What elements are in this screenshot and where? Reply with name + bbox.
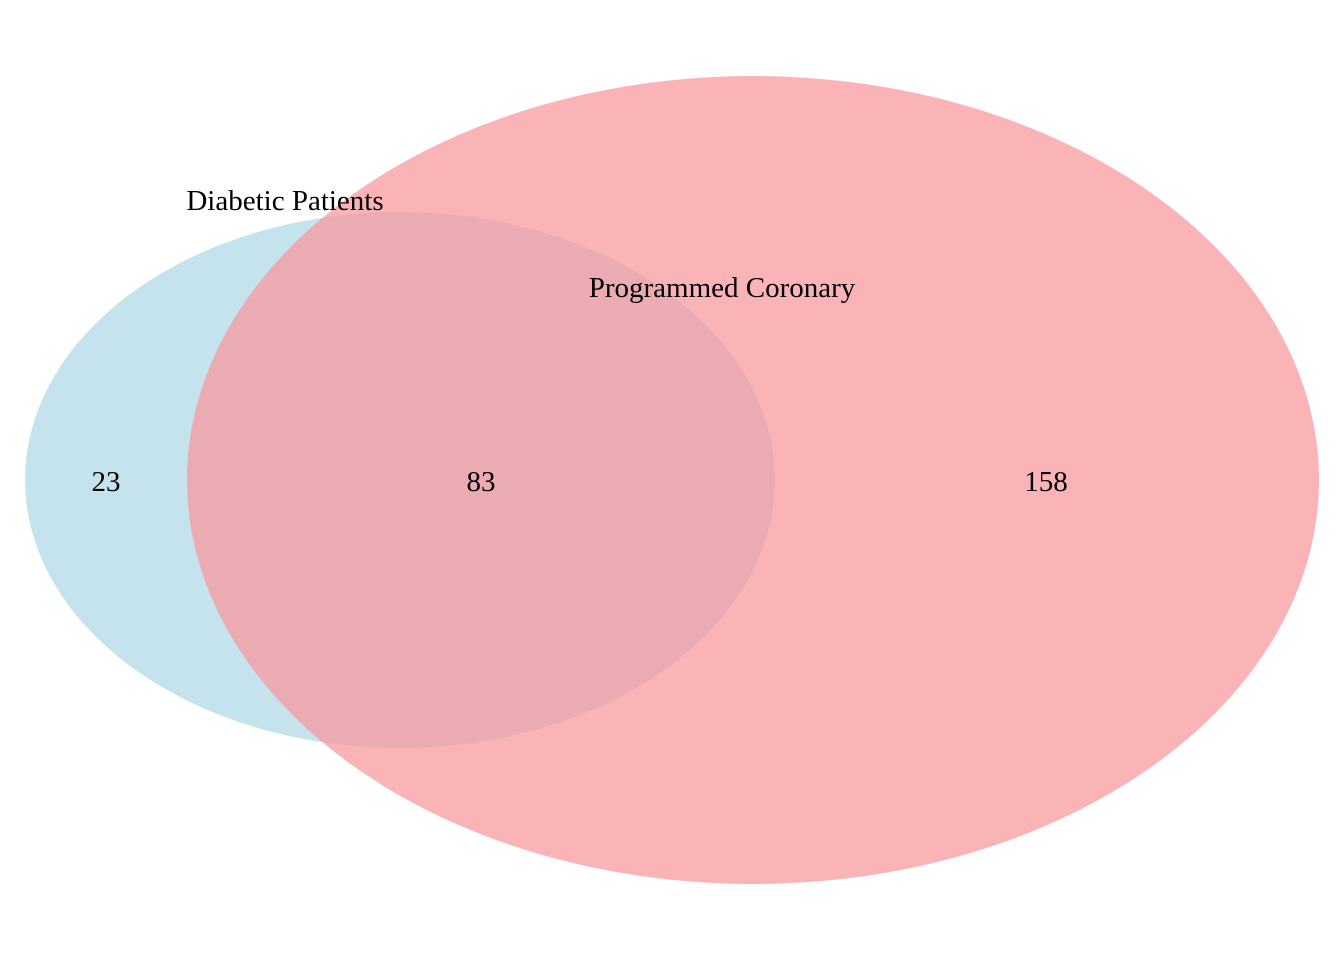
region-count-coronary-only: 158 — [1024, 466, 1068, 498]
set-label-diabetic-patients: Diabetic Patients — [186, 185, 383, 217]
region-count-diabetic-only: 23 — [92, 466, 121, 498]
region-count-intersection: 83 — [467, 466, 496, 498]
set-label-programmed-coronary: Programmed Coronary — [589, 272, 856, 304]
set-ellipse-programmed-coronary — [187, 76, 1319, 884]
